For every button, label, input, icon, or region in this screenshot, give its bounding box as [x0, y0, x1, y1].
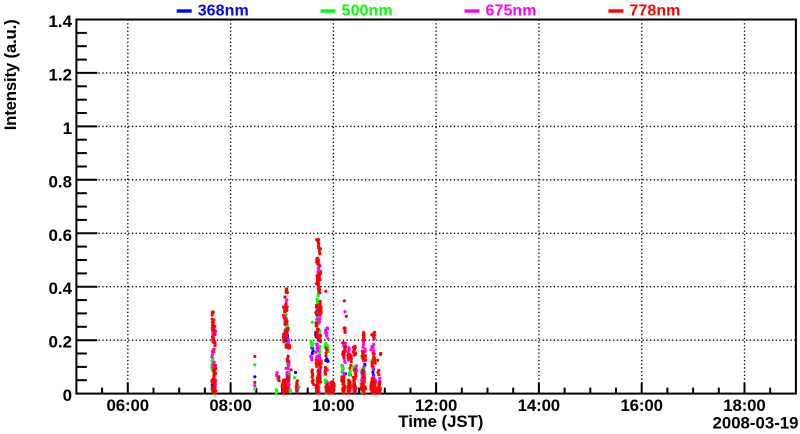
svg-text:675nm: 675nm [486, 2, 537, 19]
svg-text:368nm: 368nm [198, 2, 249, 19]
svg-text:18:00: 18:00 [723, 396, 766, 415]
svg-text:Time (JST): Time (JST) [398, 412, 483, 431]
svg-text:0.2: 0.2 [49, 333, 72, 352]
svg-text:Intensity (a.u.): Intensity (a.u.) [1, 19, 20, 130]
svg-text:12:00: 12:00 [415, 396, 458, 415]
svg-text:778nm: 778nm [629, 2, 680, 19]
svg-text:14:00: 14:00 [518, 396, 561, 415]
svg-text:1.4: 1.4 [49, 12, 73, 31]
svg-text:0.4: 0.4 [49, 279, 73, 298]
svg-text:0: 0 [63, 386, 72, 405]
svg-text:06:00: 06:00 [107, 396, 150, 415]
svg-text:16:00: 16:00 [620, 396, 663, 415]
svg-text:1: 1 [63, 119, 72, 138]
svg-text:1.2: 1.2 [49, 65, 72, 84]
svg-text:10:00: 10:00 [312, 396, 355, 415]
svg-text:08:00: 08:00 [209, 396, 252, 415]
svg-text:2008-03-19: 2008-03-19 [713, 414, 799, 433]
svg-text:0.6: 0.6 [49, 226, 72, 245]
svg-text:0.8: 0.8 [49, 172, 72, 191]
svg-text:500nm: 500nm [342, 2, 393, 19]
